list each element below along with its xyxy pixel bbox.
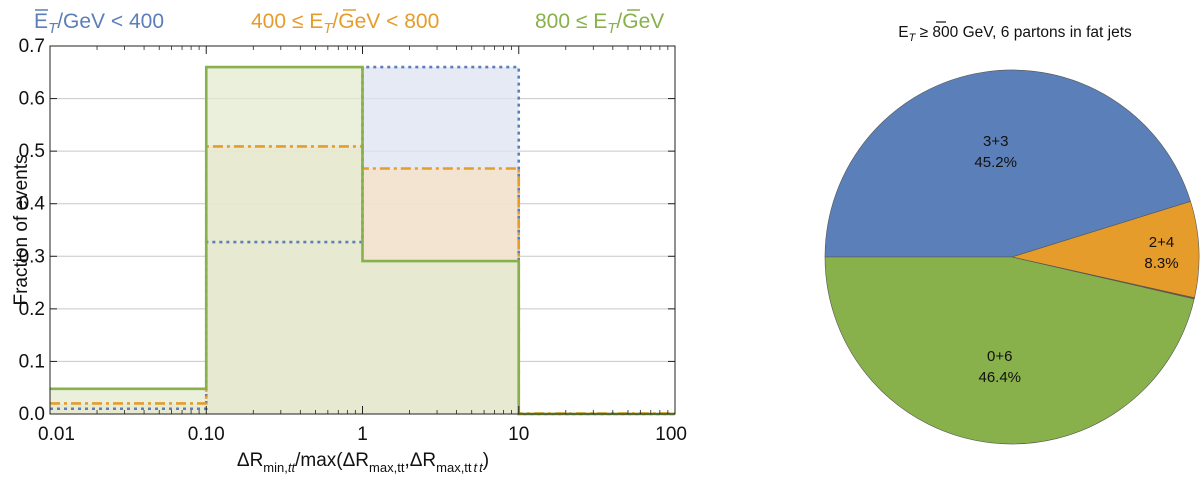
y-axis-title: Fraction of events <box>11 154 32 305</box>
xlabel-p3: ,ΔR <box>404 450 436 471</box>
xlabel-p1: ΔR <box>237 450 263 471</box>
y-tick-label-3: 0.3 <box>19 246 45 267</box>
xlabel-s2: max,tt <box>369 460 405 475</box>
xlabel-p4: ) <box>483 450 489 471</box>
axis-ticks: 0.0 0.1 0.2 0.3 0.4 0.5 0.6 0.7 0.01 0.10 1 10 100 <box>19 36 687 445</box>
legend-low-before: E <box>34 10 48 33</box>
x-axis-title: ΔRmin,tt/max(ΔRmax,tt,ΔRmax,tt t t) <box>237 450 489 475</box>
pie-label-1: 2+4 <box>1149 234 1174 251</box>
pie-percent-0: 45.2% <box>974 154 1017 171</box>
bar-fill-series2-bin1 <box>206 67 363 415</box>
pie-percent-3: 46.4% <box>978 369 1021 386</box>
pie-label-0: 3+3 <box>983 133 1008 150</box>
pie-title-sub: T <box>909 32 917 44</box>
xlabel-s3: max,tt <box>436 460 472 475</box>
pie-title: ET ≥ 800 GeV, 6 partons in fat jets <box>898 24 1132 44</box>
legend-high-sub: T <box>607 20 618 37</box>
y-tick-label-4: 0.4 <box>19 194 46 215</box>
pie-chart: 3+3 45.2% 2+4 8.3% 0+6 46.4% <box>824 69 1200 445</box>
pie-percent-1: 8.3% <box>1144 255 1178 272</box>
pie-title-before: E <box>898 24 908 41</box>
histogram-fills <box>50 67 675 415</box>
y-tick-label-1: 0.1 <box>19 351 45 372</box>
legend-low-sub: T <box>48 20 59 37</box>
y-tick-label-5: 0.5 <box>19 141 45 162</box>
x-tick-label-2: 1 <box>357 424 368 445</box>
legend-entry-mid: 400 ≤ ET/GeV < 800 <box>251 10 439 37</box>
pie-label-3: 0+6 <box>987 348 1012 365</box>
pie-slice-1 <box>1010 201 1200 299</box>
pie-title-after: ≥ 800 GeV, 6 partons in fat jets <box>915 24 1132 41</box>
legend-entry-high: 800 ≤ ET/GeV <box>535 10 664 37</box>
y-tick-label-7: 0.7 <box>19 36 45 57</box>
y-tick-label-6: 0.6 <box>19 89 45 110</box>
legend-high-before: 800 ≤ E <box>535 10 607 33</box>
x-tick-label-0: 0.01 <box>38 424 75 445</box>
legend-entry-low: ET/GeV < 400 <box>34 10 164 37</box>
x-tick-label-4: 100 <box>655 424 687 445</box>
xlabel-s1: min, <box>263 460 288 475</box>
x-tick-label-1: 0.10 <box>188 424 225 445</box>
y-tick-label-0: 0.0 <box>19 404 45 425</box>
bar-fill-series2-bin2 <box>362 261 519 414</box>
y-tick-label-2: 0.2 <box>19 299 45 320</box>
pie-slice-0 <box>824 69 1191 258</box>
xlabel-s3t: t <box>474 460 479 475</box>
bar-fill-series2-bin0 <box>50 388 207 414</box>
xlabel-s1t: t <box>288 460 293 475</box>
legend-high-after: /GeV <box>616 10 664 33</box>
legend-low-after: /GeV < 400 <box>57 10 164 33</box>
legend-mid-before: 400 ≤ E <box>251 10 323 33</box>
legend-mid-after: /GeV < 800 <box>332 10 439 33</box>
series-line-2 <box>50 65 675 416</box>
pie-slice-3 <box>824 256 1195 445</box>
xlabel-p2: /max(ΔR <box>295 450 369 471</box>
legend: ET/GeV < 400 400 ≤ ET/GeV < 800 800 ≤ ET… <box>34 9 664 37</box>
x-tick-label-3: 10 <box>508 424 529 445</box>
legend-mid-sub: T <box>323 20 334 37</box>
histogram-lines <box>50 65 675 416</box>
xlabel-s1tb: t <box>291 460 296 475</box>
xlabel-s3tb: t <box>479 460 484 475</box>
